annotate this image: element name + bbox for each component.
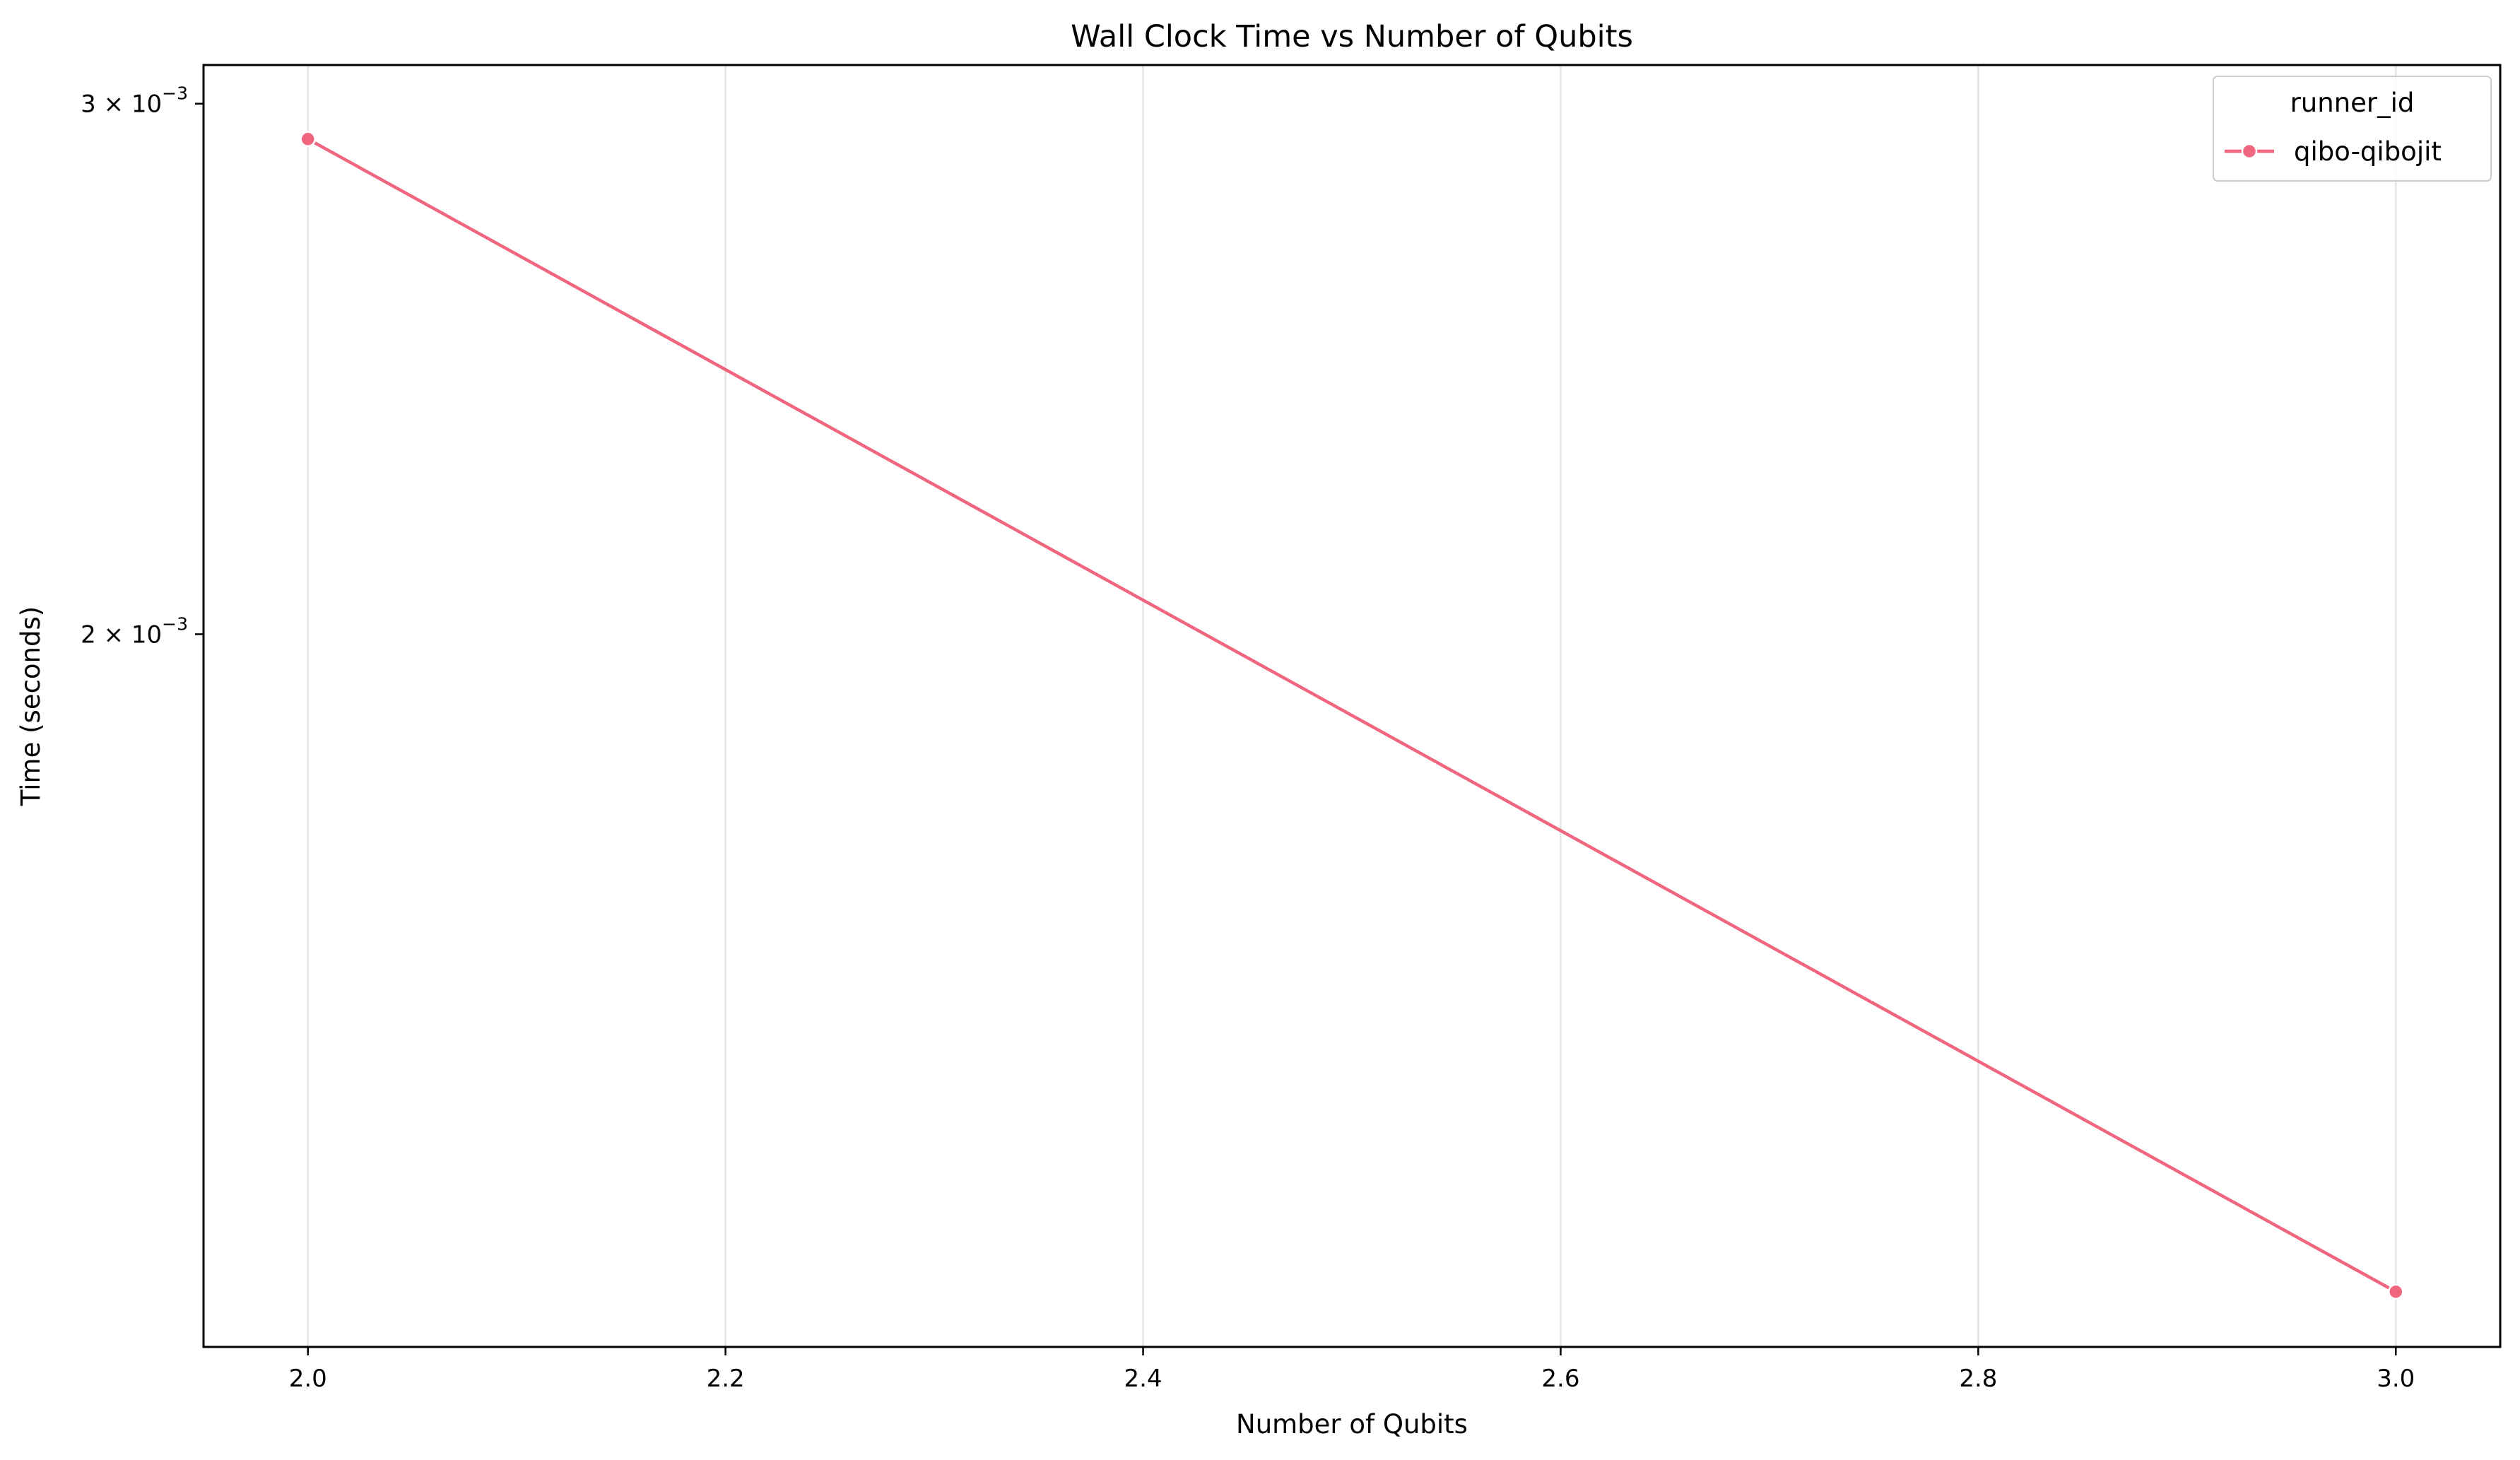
legend-entries: qibo-qibojit [2225,136,2442,167]
x-axis-label: Number of Qubits [1236,1409,1468,1440]
x-tick-label: 2.2 [707,1365,745,1393]
y-tick-times: × 10 [96,620,162,649]
y-tick-label: 2 × 10−3 [81,613,188,649]
data-point [300,131,316,148]
y-axis-label: Time (seconds) [16,606,46,806]
y-tick-label: 3 × 10−3 [81,83,188,119]
legend-swatch-marker [2241,143,2258,160]
x-tick-label: 2.0 [289,1365,327,1393]
legend: runner_id qibo-qibojit [2213,76,2492,182]
data-point [2388,1283,2404,1300]
plot-frame [202,64,2502,1348]
x-tick-label: 2.4 [1124,1365,1162,1393]
chart-title: Wall Clock Time vs Number of Qubits [1071,19,1633,54]
ticks-layer: 2.0 2.2 2.4 2.6 2.8 3.03 × 10−32 × 10−3 [81,83,2415,1393]
legend-title: runner_id [2290,88,2415,118]
legend-entry-label: qibo-qibojit [2294,136,2442,167]
series-line-qibo-qibojit [306,137,2398,1294]
x-tick-label: 3.0 [2377,1365,2415,1393]
x-tick-label: 2.8 [1959,1365,1997,1393]
grid-layer [307,65,2397,1347]
y-tick-exponent: −3 [162,83,188,104]
series-layer [300,131,2404,1300]
y-tick-mantissa: 3 [81,90,96,119]
y-tick-exponent: −3 [162,613,188,634]
legend-box [2213,76,2492,182]
y-tick-times: × 10 [96,90,162,119]
y-tick-mantissa: 2 [81,620,96,649]
x-tick-label: 2.6 [1541,1365,1579,1393]
